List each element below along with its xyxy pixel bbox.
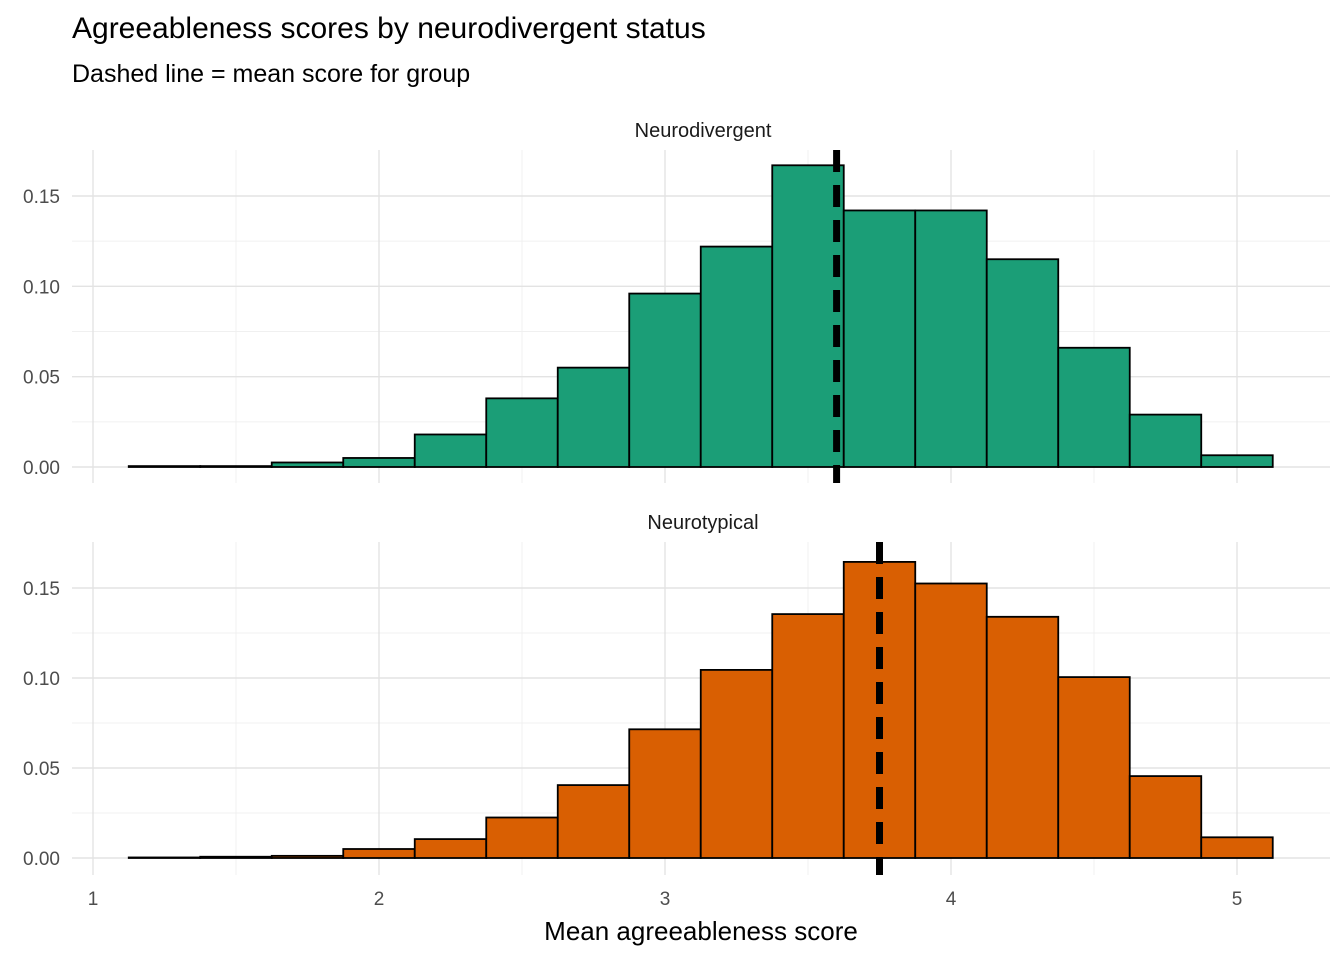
histogram-bar: [485, 816, 559, 859]
x-axis-label: Mean agreeableness score: [544, 916, 858, 946]
histogram-bar: [914, 209, 988, 468]
histogram-bar: [699, 669, 774, 859]
histogram-bar: [199, 465, 273, 468]
histogram-bar: [485, 397, 559, 468]
histogram-bar: [342, 457, 416, 468]
chart-title: Agreeableness scores by neurodivergent s…: [72, 12, 706, 45]
histogram-bar: [342, 848, 416, 859]
histogram-bar: [699, 245, 774, 468]
histogram-bar: [1200, 836, 1274, 859]
y-tick-label: 0.00: [23, 849, 60, 870]
facet-label-neurodivergent: Neurodivergent: [635, 120, 772, 142]
facet-label-neurotypical: Neurotypical: [647, 512, 758, 534]
histogram-bar: [628, 292, 702, 468]
x-tick-label: 5: [1232, 889, 1243, 910]
histogram-bar: [270, 854, 345, 859]
histogram-bar: [1200, 454, 1274, 468]
histogram-bar: [985, 615, 1060, 859]
y-tick-label: 0.05: [23, 368, 60, 389]
histogram-bar: [842, 209, 917, 468]
histogram-bar: [985, 258, 1060, 468]
facet-panel-neurotypical: Neurotypical 0.00 0.05 0.10 0.15: [23, 512, 1330, 875]
y-tick-label: 0.10: [23, 669, 60, 690]
x-tick-label: 1: [88, 889, 99, 910]
histogram-bar: [127, 856, 202, 859]
histogram-bar: [127, 465, 202, 468]
histogram-bar: [628, 728, 702, 859]
y-tick-label: 0.05: [23, 759, 60, 780]
x-tick-label: 2: [374, 889, 385, 910]
histogram-bar: [771, 613, 845, 859]
y-tick-label: 0.15: [23, 579, 60, 600]
histogram-bar: [842, 561, 917, 859]
chart-subtitle: Dashed line = mean score for group: [72, 60, 471, 88]
histogram-bar: [1057, 676, 1131, 859]
histogram-bar: [914, 582, 988, 859]
histogram-bar: [1128, 775, 1203, 859]
facet-panel-neurodivergent: Neurodivergent 0.00 0.05 0.10 0.15: [23, 120, 1330, 483]
x-tick-label: 3: [660, 889, 671, 910]
histogram-bar: [199, 855, 273, 859]
histogram-bar: [270, 461, 345, 468]
histogram-bar: [556, 366, 631, 468]
histogram-bar: [1057, 346, 1131, 468]
y-tick-label: 0.00: [23, 458, 60, 479]
histogram-bar: [413, 433, 488, 468]
histogram-bar: [556, 784, 631, 859]
y-tick-label: 0.15: [23, 187, 60, 208]
histogram-bar: [413, 838, 488, 859]
histogram-bar: [1128, 413, 1203, 468]
y-tick-label: 0.10: [23, 277, 60, 298]
histogram-bar: [771, 164, 845, 468]
x-tick-label: 4: [946, 889, 957, 910]
